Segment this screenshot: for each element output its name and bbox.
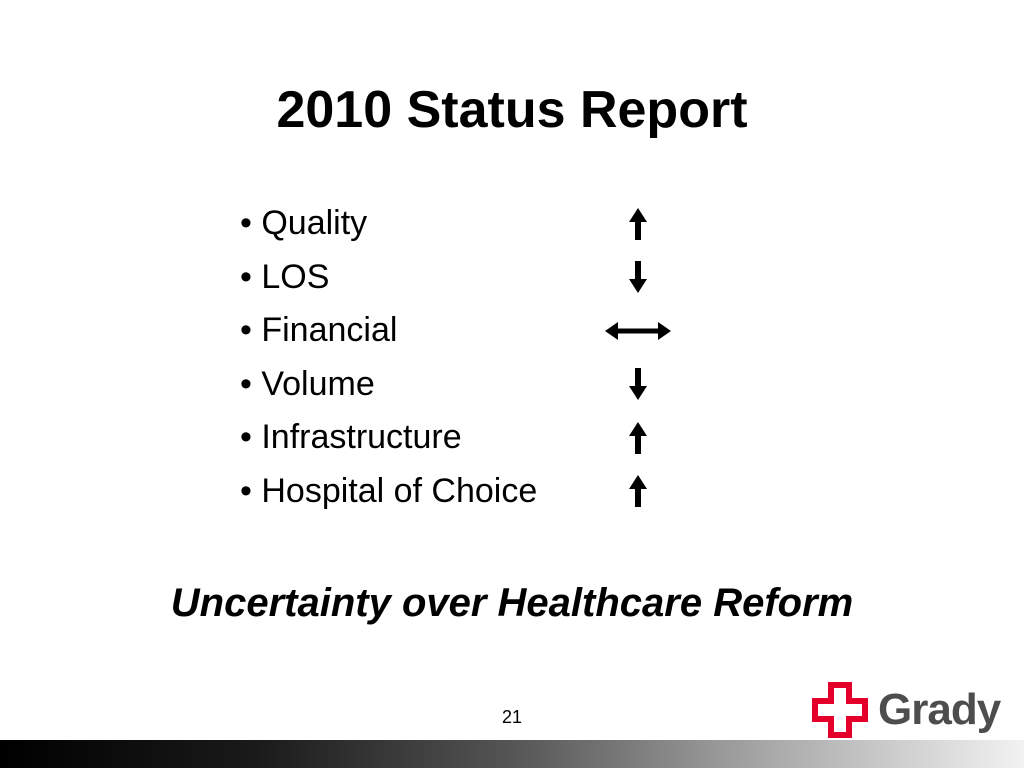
up-arrow-icon [623, 465, 653, 519]
status-item-label: • Quality [240, 204, 368, 242]
status-item-financial: • Financial [240, 304, 700, 358]
status-item-hospital-of-choice: • Hospital of Choice [240, 465, 700, 519]
up-arrow-icon [623, 197, 653, 251]
status-item-infrastructure: • Infrastructure [240, 411, 700, 465]
slide-title: 2010 Status Report [276, 81, 748, 139]
grady-logo: Grady [812, 680, 1002, 740]
logo-text: Grady [878, 685, 1001, 734]
left-right-arrow-icon [603, 304, 673, 358]
status-item-los: • LOS [240, 251, 700, 305]
status-item-label: • LOS [240, 257, 330, 296]
page-number: 21 [501, 707, 523, 727]
status-item-label: • Volume [240, 364, 375, 403]
status-item-label: • Financial [240, 311, 398, 349]
footer-gradient-bar [0, 740, 1024, 768]
status-item-label: • Hospital of Choice [240, 471, 538, 510]
status-list: • Quality • LOS • Financial • Volume • I… [240, 197, 700, 518]
up-arrow-icon [623, 411, 653, 465]
red-cross-icon [812, 682, 868, 738]
status-item-quality: • Quality [240, 197, 700, 251]
down-arrow-icon [623, 358, 653, 412]
status-item-label: • Infrastructure [240, 418, 462, 456]
down-arrow-icon [623, 251, 653, 305]
status-item-volume: • Volume [240, 358, 700, 412]
slide-subtitle: Uncertainty over Healthcare Reform [170, 581, 854, 625]
